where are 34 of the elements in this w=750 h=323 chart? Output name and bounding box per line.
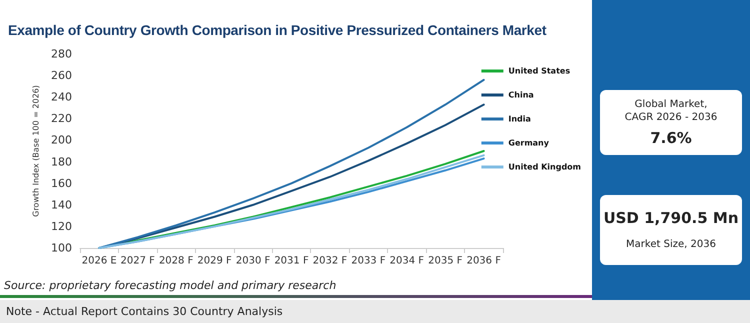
y-tick-label: 140 [51,198,72,212]
legend-label: United Kingdom [508,162,582,172]
x-tick-label: 2029 F [197,256,232,266]
x-tick-label: 2034 F [390,256,424,266]
y-tick-label: 220 [51,112,72,126]
legend-label: India [508,114,531,124]
legend-label: United States [508,66,570,76]
y-tick-label: 160 [51,176,72,190]
x-tick-label: 2028 F [158,256,194,266]
text: Note - Actual Report Contains 30 Country Analysis [0,300,750,323]
y-tick-label: 100 [51,242,72,254]
text: 7.6% [649,129,693,147]
y-tick-label: 260 [51,69,72,82]
text: Global Market, CAGR 2026 - 2036 [624,98,718,124]
y-tick-label: 200 [51,134,72,147]
chart-title: Example of Country Growth Comparison in Positive Pressurized Containers Market [8,22,546,38]
y-tick-label: 120 [51,220,72,233]
y-tick-label: 180 [51,155,72,168]
x-tick-label: 2032 F [312,256,348,266]
legend-label: Germany [508,138,550,148]
x-tick-label: 2030 F [236,256,270,266]
text: Market Size, 2036 [625,239,717,250]
y-tick-label: 280 [51,48,72,60]
y-axis-title: Growth Index (Base 100 = 2026) [32,85,41,217]
y-tick-label: 240 [51,90,72,104]
x-tick-label: 2027 F [120,256,156,266]
text: USD 1,790.5 Mn [602,209,740,227]
legend-label: China [508,90,534,100]
x-tick-label: 2031 F [274,256,309,266]
x-tick-label: 2035 F [428,256,463,266]
source-note: Source: proprietary forecasting model and primary research [4,279,336,292]
x-tick-label: 2036 F [466,256,502,266]
x-tick-label: 2026 E [82,256,117,266]
x-tick-label: 2033 F [351,256,386,266]
